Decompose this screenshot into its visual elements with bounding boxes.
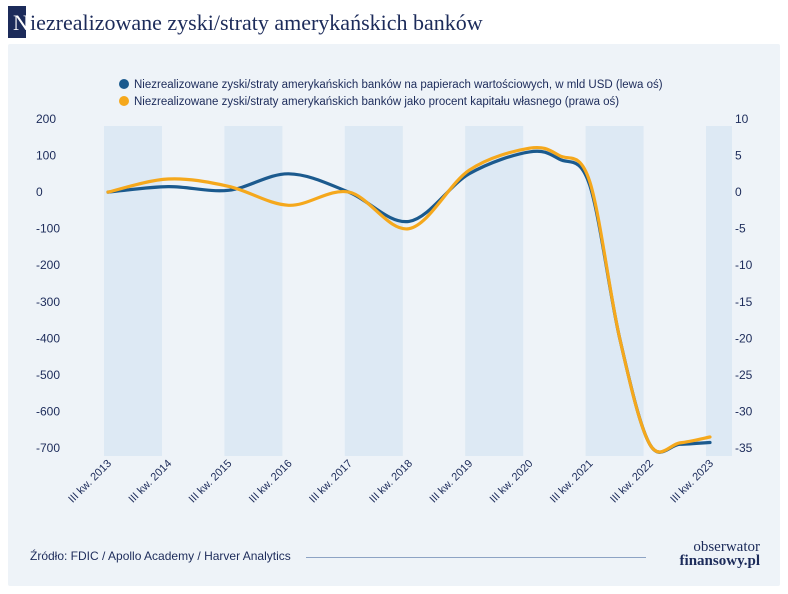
y-right-tick-label: -15: [735, 295, 753, 309]
shaded-band: [224, 126, 283, 456]
source-divider: [306, 557, 646, 558]
title-rest: iezrealizowane zyski/straty amerykańskic…: [30, 10, 483, 35]
y-left-tick-label: -500: [36, 368, 60, 382]
shaded-band: [104, 126, 162, 456]
legend-marker-right-series: [119, 96, 129, 106]
chart: Niezrealizowane zyski/straty amerykański…: [36, 79, 753, 506]
y-left-tick-label: -600: [36, 404, 60, 418]
y-right-tick-label: -20: [735, 331, 753, 345]
x-tick-label: III kw. 2022: [608, 458, 656, 506]
y-left-tick-label: -200: [36, 258, 60, 272]
chart-panel: Niezrealizowane zyski/straty amerykański…: [8, 44, 780, 586]
title-initial: N: [13, 10, 29, 35]
y-right-tick-label: -5: [735, 222, 746, 236]
x-tick-label: III kw. 2021: [548, 458, 596, 506]
series-line-right: [106, 145, 712, 454]
legend-marker-left-series: [119, 79, 129, 89]
y-right-tick-label: -35: [735, 441, 753, 455]
shaded-band: [344, 126, 403, 456]
legend-label-left-series: Niezrealizowane zyski/straty amerykański…: [134, 79, 663, 91]
x-tick-label: III kw. 2016: [247, 458, 295, 506]
y-right-tick-label: -25: [735, 368, 753, 382]
x-tick-label: III kw. 2017: [307, 458, 355, 506]
source-note: Źródło: FDIC / Apollo Academy / Harver A…: [30, 549, 291, 563]
y-axis-left: 200 100 0 -100 -200 -300 -400 -500 -600 -700: [36, 112, 60, 455]
y-left-tick-label: 200: [36, 112, 56, 126]
title-mark: [8, 6, 26, 38]
brand-top: obserwator: [693, 539, 760, 555]
shaded-band: [465, 126, 524, 456]
x-tick-label: III kw. 2015: [187, 458, 235, 506]
y-right-tick-label: -10: [735, 258, 753, 272]
x-tick-label: III kw. 2023: [668, 458, 716, 506]
x-tick-label: III kw. 2020: [488, 458, 536, 506]
series-lines: [106, 145, 712, 454]
brand-logo: obserwator finansowy.pl: [650, 539, 760, 569]
x-axis: III kw. 2013 III kw. 2014 III kw. 2015 III …: [66, 458, 716, 506]
legend: Niezrealizowane zyski/straty amerykański…: [119, 79, 663, 108]
y-axis-right: 10 5 0 -5 -10 -15 -20 -25 -30 -35: [735, 112, 753, 455]
y-right-tick-label: -30: [735, 404, 753, 418]
x-tick-label: III kw. 2014: [126, 458, 174, 506]
x-tick-label: III kw. 2013: [66, 458, 114, 506]
y-right-tick-label: 0: [735, 185, 742, 199]
y-left-tick-label: -400: [36, 331, 60, 345]
y-right-tick-label: 10: [735, 112, 749, 126]
brand-bottom: finansowy.pl: [679, 553, 760, 569]
shaded-band: [706, 126, 732, 456]
x-tick-label: III kw. 2018: [367, 458, 415, 506]
y-left-tick-label: -300: [36, 295, 60, 309]
y-left-tick-label: 0: [36, 185, 43, 199]
y-right-tick-label: 5: [735, 149, 742, 163]
y-left-tick-label: -700: [36, 441, 60, 455]
x-tick-label: III kw. 2019: [427, 458, 475, 506]
legend-label-right-series: Niezrealizowane zyski/straty amerykański…: [134, 96, 619, 108]
y-left-tick-label: -100: [36, 222, 60, 236]
y-left-tick-label: 100: [36, 149, 56, 163]
